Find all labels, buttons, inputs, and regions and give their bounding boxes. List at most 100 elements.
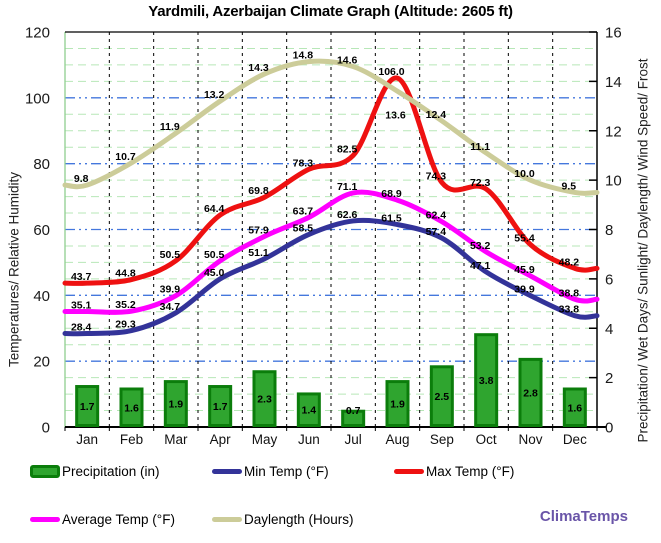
precip-bar — [474, 333, 499, 427]
precip-bar-value: 2.8 — [523, 387, 538, 399]
min_temp-value-label: 45.0 — [204, 267, 225, 279]
precip-bar-value: 1.6 — [124, 402, 139, 414]
climatemps-logo: ClimaTemps — [539, 508, 628, 525]
precip-bar-value: 3.8 — [479, 375, 494, 387]
legend-item-avg-temp: Average Temp (°F) — [30, 510, 175, 528]
daylength-value-label: 12.4 — [426, 109, 447, 121]
precip-bar — [208, 385, 233, 427]
precip-bar-value: 0.7 — [346, 405, 361, 417]
left-axis-tick: 40 — [33, 288, 50, 305]
precip-bar — [163, 380, 188, 427]
precip-bar-value: 1.6 — [568, 402, 583, 414]
month-label: Jun — [298, 432, 320, 447]
left-axis-tick: 80 — [33, 156, 50, 173]
chart-title: Yardmili, Azerbaijan Climate Graph (Alti… — [148, 3, 513, 20]
left-axis-tick: 100 — [25, 90, 50, 107]
min_temp-value-label: 58.5 — [293, 222, 314, 234]
max_temp-value-label: 69.8 — [248, 185, 269, 197]
precip-bar — [341, 409, 366, 427]
right-axis-tick: 2 — [605, 370, 613, 387]
right-axis-tick: 14 — [605, 74, 622, 91]
avg_temp-value-label: 50.5 — [204, 249, 225, 261]
legend-label-daylength: Daylength (Hours) — [244, 511, 354, 527]
daylength-line — [62, 58, 600, 196]
right-axis-tick: 12 — [605, 123, 622, 140]
avg_temp-value-label: 45.9 — [514, 264, 535, 276]
max-temp-swatch — [394, 468, 424, 474]
month-label: Dec — [563, 432, 587, 447]
avg_temp-line — [62, 189, 600, 315]
daylength-value-label: 13.6 — [385, 109, 406, 121]
precip-bar — [296, 392, 321, 427]
legend-item-precipitation: Precipitation (in) — [30, 462, 160, 480]
max_temp-value-label: 82.5 — [337, 143, 358, 155]
daylength-value-label: 13.2 — [204, 89, 225, 101]
precip-bar — [429, 365, 454, 427]
min_temp-value-label: 39.9 — [514, 284, 535, 296]
max_temp-value-label: 50.5 — [160, 249, 181, 261]
precip-bar — [75, 385, 100, 427]
avg_temp-value-label: 35.2 — [115, 299, 136, 311]
precip-bar-value: 1.7 — [213, 401, 228, 413]
month-label: Mar — [164, 432, 188, 447]
precip-bar-value: 1.9 — [169, 399, 184, 411]
legend-label-min-temp: Min Temp (°F) — [244, 463, 329, 479]
legend-item-min-temp: Min Temp (°F) — [212, 462, 329, 480]
legend-label-max-temp: Max Temp (°F) — [426, 463, 515, 479]
min_temp-line — [62, 217, 600, 337]
min_temp-value-label: 29.3 — [115, 319, 136, 331]
precip-bar-value: 1.9 — [390, 399, 405, 411]
precip-bar-value: 1.4 — [302, 405, 317, 417]
month-label: Jul — [345, 432, 362, 447]
right-axis-tick: 0 — [605, 420, 613, 437]
precip-bar-value: 2.3 — [257, 394, 272, 406]
daylength-value-label: 11.1 — [470, 141, 490, 153]
precip-bar — [119, 387, 144, 427]
daylength-value-label: 14.3 — [248, 62, 269, 74]
daylength-value-label: 9.5 — [562, 180, 577, 192]
daylength-value-label: 14.6 — [337, 55, 358, 67]
left-axis-tick: 20 — [33, 354, 50, 371]
month-label: Apr — [210, 432, 232, 447]
avg_temp-value-label: 71.1 — [337, 181, 358, 193]
legend-item-max-temp: Max Temp (°F) — [394, 462, 514, 480]
daylength-value-label: 11.9 — [160, 121, 180, 133]
avg_temp-value-label: 39.9 — [160, 284, 181, 296]
min_temp-value-label: 34.7 — [160, 301, 181, 313]
avg_temp-value-label: 63.7 — [293, 205, 314, 217]
left-axis-tick: 120 — [25, 25, 50, 42]
max_temp-value-label: 48.2 — [559, 256, 580, 268]
month-label: May — [252, 432, 278, 447]
right-axis-tick: 4 — [605, 321, 613, 338]
daylength-value-label: 14.8 — [293, 50, 314, 62]
min-temp-swatch — [212, 468, 242, 474]
legend-item-daylength: Daylength (Hours) — [212, 510, 354, 528]
right-axis-tick: 8 — [605, 222, 613, 239]
max_temp-value-label: 64.4 — [204, 203, 225, 215]
daylength-swatch — [212, 516, 242, 522]
month-label: Sep — [430, 432, 454, 447]
min_temp-value-label: 61.5 — [381, 213, 402, 225]
legend-label-precipitation: Precipitation (in) — [62, 463, 160, 479]
right-axis-tick: 6 — [605, 271, 613, 288]
max_temp-value-label: 43.7 — [71, 271, 92, 283]
max_temp-value-label: 55.4 — [514, 233, 535, 245]
month-label: Oct — [476, 432, 497, 447]
max_temp-value-label: 72.3 — [470, 177, 491, 189]
precip-bar — [252, 370, 277, 427]
avg_temp-value-label: 57.9 — [248, 224, 269, 236]
avg_temp-value-label: 53.2 — [470, 240, 491, 252]
max_temp-value-label: 78.3 — [293, 157, 314, 169]
min_temp-value-label: 57.4 — [426, 226, 447, 238]
avg_temp-value-label: 38.8 — [559, 287, 580, 299]
precip-bar-value: 2.5 — [435, 391, 450, 403]
min_temp-value-label: 33.8 — [559, 304, 580, 316]
max_temp-line — [62, 75, 600, 286]
month-label: Jan — [76, 432, 98, 447]
daylength-value-label: 10.7 — [115, 151, 136, 163]
precip-bar — [518, 357, 543, 427]
min_temp-value-label: 47.1 — [470, 260, 491, 272]
precipitation-swatch — [30, 464, 60, 478]
avg_temp-value-label: 35.1 — [71, 299, 92, 311]
